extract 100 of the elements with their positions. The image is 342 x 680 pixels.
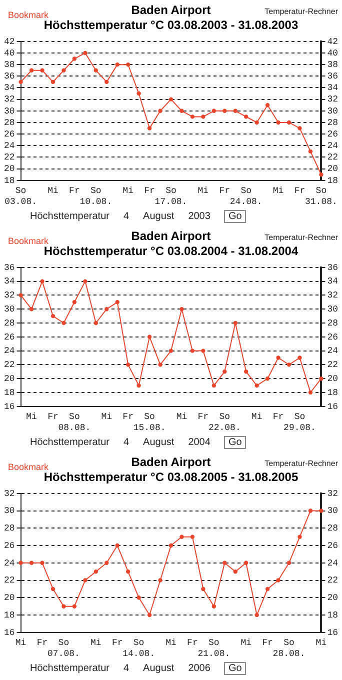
y-tick-label: 22 bbox=[4, 360, 15, 370]
text: Höchsttemperatur bbox=[30, 662, 110, 674]
point bbox=[276, 578, 280, 582]
point bbox=[222, 108, 227, 113]
point bbox=[319, 508, 324, 513]
y2-tick-label: 42 bbox=[327, 36, 338, 47]
text: 2003 bbox=[188, 210, 210, 222]
y-tick-label: 30 bbox=[4, 106, 15, 116]
y-tick-label: 18 bbox=[4, 388, 15, 398]
y2-tick-label: 20 bbox=[327, 593, 338, 604]
x-tick-label: Fr bbox=[144, 186, 155, 196]
point bbox=[308, 508, 313, 513]
point bbox=[94, 320, 98, 326]
point bbox=[168, 348, 174, 353]
y-tick-label: 30 bbox=[4, 304, 15, 314]
y2-tick-label: 34 bbox=[327, 276, 338, 287]
x-tick-label: Fr bbox=[219, 186, 230, 196]
point bbox=[104, 560, 109, 565]
point bbox=[62, 604, 66, 608]
chart-subtitle: Höchsttemperatur °C 03.08.2005 - 31.08.2005 bbox=[44, 470, 300, 484]
y-tick-label: 42 bbox=[4, 36, 15, 47]
point bbox=[94, 68, 98, 72]
x-tick-label: Fr bbox=[36, 638, 48, 648]
x-tick-label: Mi bbox=[198, 186, 209, 196]
y2-tick-label: 30 bbox=[327, 506, 338, 516]
x-tick-label: Mi bbox=[166, 638, 176, 648]
y2-tick-label: 20 bbox=[327, 164, 338, 174]
y2-tick-label: 40 bbox=[327, 48, 338, 58]
y-tick-label: 28 bbox=[4, 118, 15, 128]
point bbox=[18, 560, 23, 565]
point bbox=[72, 56, 77, 61]
point bbox=[168, 543, 174, 548]
point bbox=[115, 62, 120, 67]
point bbox=[265, 586, 270, 592]
text: 2004 bbox=[188, 436, 210, 448]
y-tick-label: 26 bbox=[4, 129, 15, 140]
x-tick-label: So 28.08. bbox=[272, 638, 306, 659]
text: Go bbox=[224, 662, 246, 674]
y2-tick-label: 26 bbox=[327, 129, 338, 140]
y2-tick-label: 30 bbox=[327, 304, 338, 314]
point bbox=[254, 120, 259, 125]
text: Temperatur-Rechner bbox=[264, 7, 338, 16]
x-tick-label: Mi bbox=[15, 638, 26, 648]
x-tick-label: So 08.08. bbox=[58, 412, 91, 433]
x-tick-label: Fr bbox=[294, 186, 306, 196]
point bbox=[286, 560, 292, 565]
y2-tick-label: 32 bbox=[327, 290, 338, 301]
x-tick-label: Mi bbox=[122, 186, 134, 196]
point bbox=[115, 300, 120, 304]
point bbox=[50, 314, 56, 318]
point bbox=[29, 560, 34, 565]
y2-tick-label: 26 bbox=[327, 332, 338, 342]
point bbox=[190, 114, 195, 119]
point bbox=[62, 68, 66, 72]
point bbox=[83, 279, 88, 284]
y2-tick-label: 32 bbox=[327, 94, 338, 105]
point bbox=[72, 604, 77, 608]
y2-tick-label: 38 bbox=[327, 60, 338, 70]
chart-title: Baden Airport bbox=[131, 455, 211, 469]
y-tick-label: 28 bbox=[4, 524, 15, 534]
point bbox=[201, 348, 206, 353]
point bbox=[29, 68, 34, 72]
y-tick-label: 24 bbox=[4, 346, 15, 356]
point bbox=[233, 108, 238, 113]
text: Temperatur-Rechner bbox=[264, 459, 338, 468]
y2-tick-label: 24 bbox=[327, 346, 338, 356]
point bbox=[233, 569, 238, 574]
x-tick-label: Fr bbox=[48, 412, 58, 422]
y-tick-label: 40 bbox=[4, 48, 15, 58]
point bbox=[136, 596, 141, 600]
x-tick-label: Mi bbox=[316, 638, 327, 648]
x-tick-label: Fr bbox=[122, 412, 134, 422]
point bbox=[222, 370, 227, 374]
point bbox=[222, 560, 227, 565]
point bbox=[244, 114, 248, 119]
point bbox=[212, 108, 216, 113]
y2-tick-label: 22 bbox=[327, 576, 338, 586]
x-tick-label: So 22.08. bbox=[208, 412, 241, 433]
y-tick-label: 16 bbox=[4, 628, 15, 638]
point bbox=[40, 279, 44, 284]
x-tick-label: Mi bbox=[240, 638, 252, 648]
text: August bbox=[143, 436, 174, 448]
y2-tick-label: 18 bbox=[327, 388, 338, 398]
text: 4 bbox=[123, 436, 130, 448]
x-tick-label: So 21.08. bbox=[198, 638, 230, 659]
point bbox=[126, 362, 130, 367]
point bbox=[212, 604, 216, 608]
y2-tick-label: 18 bbox=[327, 176, 338, 186]
text: Bookmark bbox=[8, 462, 49, 472]
x-tick-label: Mi bbox=[176, 412, 188, 422]
y-tick-label: 32 bbox=[4, 94, 15, 105]
x-tick-label: Mi bbox=[90, 638, 102, 648]
point bbox=[254, 612, 259, 618]
point bbox=[18, 80, 23, 84]
point bbox=[50, 80, 56, 84]
point bbox=[180, 307, 184, 312]
y-tick-label: 38 bbox=[4, 60, 15, 70]
chart-subtitle: Höchsttemperatur °C 03.08.2004 - 31.08.2004 bbox=[44, 244, 300, 258]
y-tick-label: 20 bbox=[4, 593, 15, 604]
y2-tick-label: 16 bbox=[327, 628, 338, 638]
